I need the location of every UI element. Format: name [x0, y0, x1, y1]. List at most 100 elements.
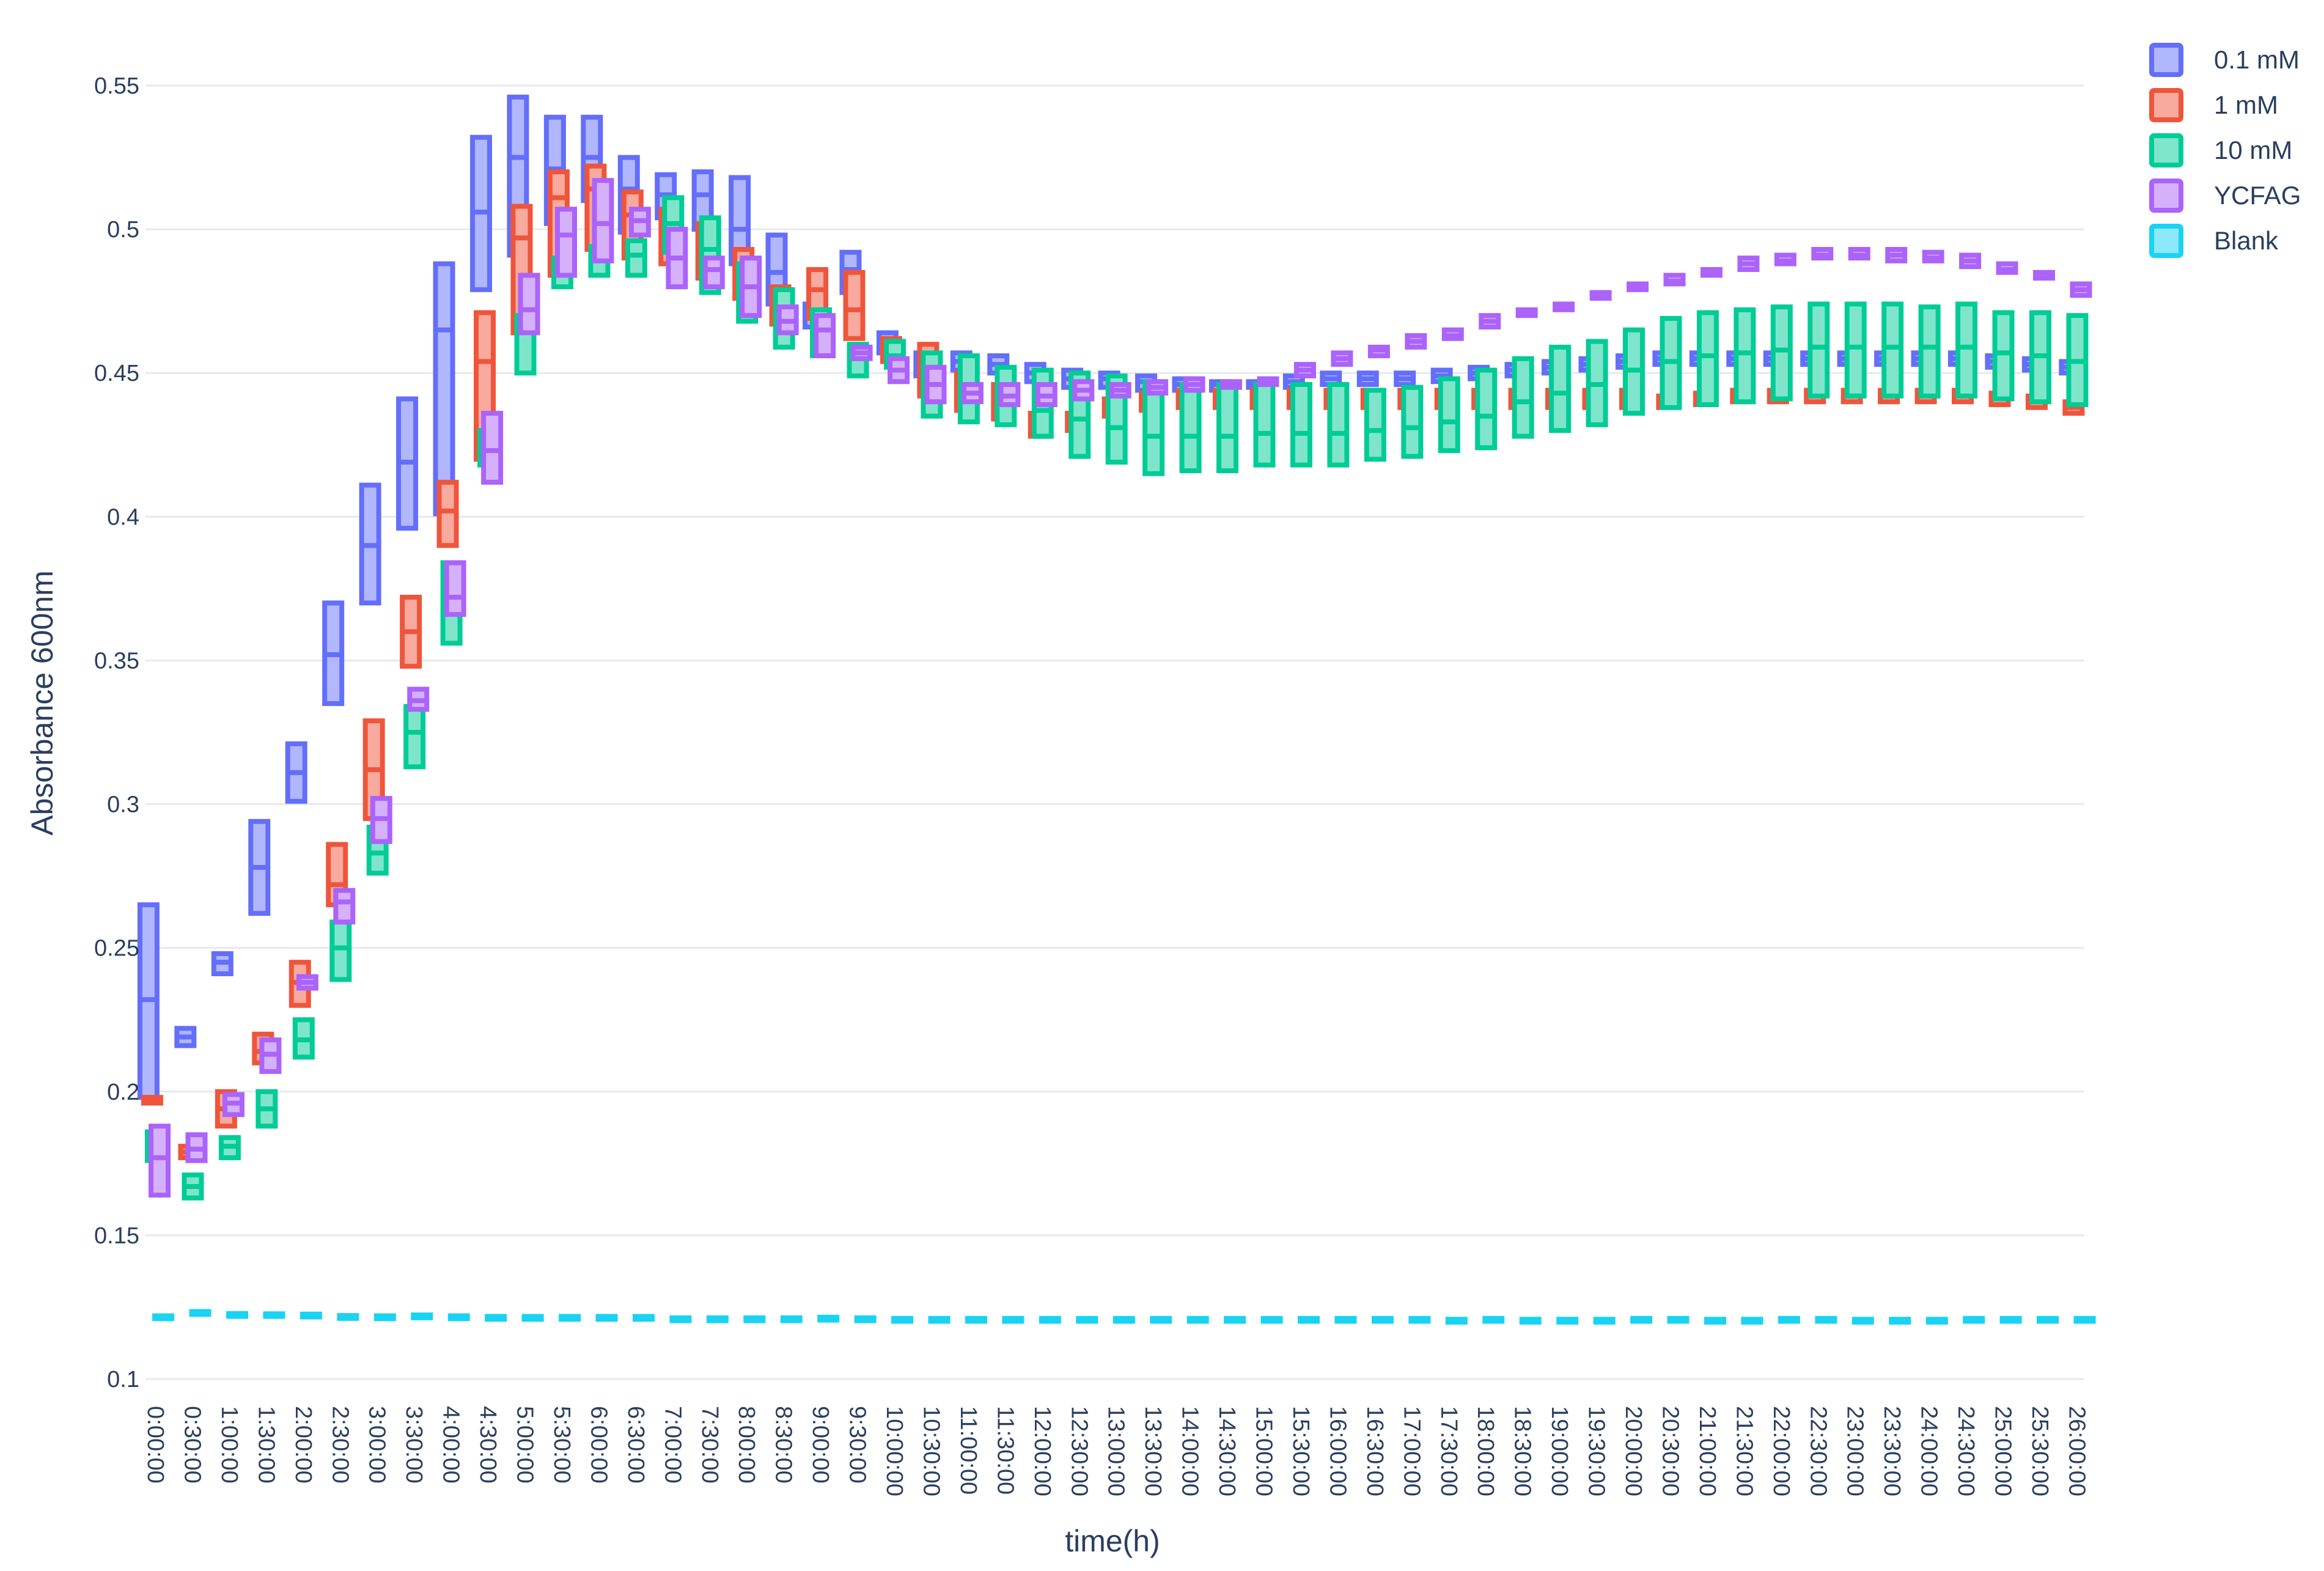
x-tick-label: 14:30:00 [1214, 1406, 1240, 1496]
box [1475, 367, 1498, 451]
box [403, 704, 426, 770]
x-tick-label: 6:30:00 [623, 1406, 649, 1484]
legend-swatch [2149, 133, 2183, 167]
box [433, 261, 455, 517]
box [843, 270, 866, 341]
box [1734, 307, 1756, 405]
box [333, 888, 356, 925]
y-tick-label: 0.5 [107, 217, 139, 243]
x-tick-label: 23:00:00 [1842, 1406, 1868, 1496]
y-tick-label: 0.25 [94, 936, 139, 962]
x-tick-label: 18:30:00 [1510, 1406, 1535, 1496]
plot-area [137, 94, 2096, 1325]
x-tick-label: 21:00:00 [1694, 1406, 1720, 1496]
x-tick-label: 13:00:00 [1103, 1406, 1129, 1496]
x-tick-label: 24:30:00 [1953, 1406, 1979, 1496]
box [814, 313, 836, 359]
box [1438, 376, 1460, 454]
x-tick-label: 25:00:00 [1990, 1406, 2016, 1496]
x-tick-label: 12:00:00 [1029, 1406, 1055, 1496]
box [1364, 388, 1386, 462]
x-tick-label: 19:00:00 [1546, 1406, 1572, 1496]
x-tick-label: 0:30:00 [179, 1406, 205, 1484]
legend-swatch [2149, 43, 2183, 77]
y-tick-label: 0.45 [94, 361, 139, 386]
box [1253, 382, 1276, 468]
x-tick-label: 15:30:00 [1288, 1406, 1314, 1496]
x-tick-label: 22:00:00 [1768, 1406, 1794, 1496]
x-tick-label: 8:30:00 [771, 1406, 796, 1484]
y-axis-title: Absorbance 600nm [25, 570, 59, 836]
x-tick-label: 5:30:00 [549, 1406, 575, 1484]
series-0.1-mm [137, 94, 2081, 1100]
box [1290, 382, 1312, 468]
legend-item-0.1-mm[interactable]: 0.1 mM [2149, 43, 2300, 77]
x-tick-label: 14:00:00 [1177, 1406, 1203, 1496]
x-tick-label: 15:00:00 [1251, 1406, 1277, 1496]
x-axis-ticks: 0:00:00 0:30:00 1:00:00 1:30:00 2:00:00 2:30:… [142, 1406, 2089, 1496]
legend-label: 0.1 mM [2214, 45, 2300, 74]
box [554, 207, 577, 278]
y-tick-label: 0.1 [107, 1367, 139, 1393]
box [1881, 301, 1904, 399]
box [1216, 382, 1239, 474]
x-tick-label: 23:30:00 [1879, 1406, 1905, 1496]
y-tick-label: 0.2 [107, 1080, 139, 1105]
box [1696, 310, 1719, 407]
x-tick-label: 1:00:00 [216, 1406, 242, 1484]
box [329, 919, 352, 982]
y-tick-label: 0.35 [94, 648, 139, 674]
x-tick-label: 4:30:00 [475, 1406, 501, 1484]
legend-swatch [2149, 88, 2183, 122]
legend-swatch [2149, 224, 2183, 258]
legend: 0.1 mM 1 mM 10 mM YCFAG Blank [2149, 43, 2301, 258]
box [1512, 356, 1534, 439]
x-tick-label: 13:30:00 [1140, 1406, 1166, 1496]
x-tick-label: 10:30:00 [918, 1406, 944, 1496]
x-tick-label: 0:00:00 [142, 1406, 168, 1484]
x-tick-label: 3:30:00 [401, 1406, 427, 1484]
x-tick-label: 12:30:00 [1066, 1406, 1092, 1496]
box [592, 178, 614, 263]
legend-label: 10 mM [2214, 136, 2292, 164]
box [702, 256, 725, 290]
box [1807, 301, 1830, 399]
legend-item-1-mm[interactable]: 1 mM [2149, 88, 2278, 122]
x-tick-label: 24:00:00 [1916, 1406, 1942, 1496]
legend-swatch [2149, 178, 2183, 213]
legend-item-10-mm[interactable]: 10 mM [2149, 133, 2292, 167]
x-tick-label: 20:30:00 [1657, 1406, 1683, 1496]
box [518, 273, 540, 336]
x-tick-label: 11:00:00 [955, 1406, 981, 1495]
y-tick-label: 0.55 [94, 73, 139, 99]
x-tick-label: 9:00:00 [807, 1406, 833, 1484]
y-tick-label: 0.4 [107, 504, 139, 530]
y-tick-label: 0.15 [94, 1223, 139, 1249]
gridlines [145, 84, 2084, 1380]
x-tick-label: 11:30:00 [992, 1406, 1018, 1495]
legend-item-ycfag[interactable]: YCFAG [2149, 178, 2301, 213]
box [1955, 301, 1978, 399]
x-tick-label: 25:30:00 [2027, 1406, 2053, 1496]
box [1844, 301, 1867, 399]
x-tick-label: 7:30:00 [697, 1406, 723, 1484]
box [1918, 304, 1941, 399]
x-tick-label: 19:30:00 [1584, 1406, 1609, 1496]
legend-item-blank[interactable]: Blank [2149, 224, 2279, 258]
x-tick-label: 17:00:00 [1399, 1406, 1424, 1496]
box [436, 479, 459, 548]
box [1770, 304, 1793, 402]
x-tick-label: 21:30:00 [1731, 1406, 1757, 1496]
x-tick-label: 3:00:00 [364, 1406, 390, 1484]
x-tick-label: 16:00:00 [1325, 1406, 1350, 1496]
y-axis-ticks: 0.1 0.15 0.2 0.25 0.3 0.35 0.4 0.45 0.5 0.55 [94, 73, 139, 1393]
box [625, 238, 647, 278]
x-tick-label: 26:00:00 [2064, 1406, 2089, 1496]
box [481, 411, 504, 485]
x-tick-label: 10:00:00 [881, 1406, 907, 1496]
x-tick-label: 16:30:00 [1362, 1406, 1388, 1496]
series-blank [152, 1309, 2096, 1325]
legend-label: YCFAG [2214, 181, 2301, 210]
x-tick-label: 20:00:00 [1620, 1406, 1646, 1496]
